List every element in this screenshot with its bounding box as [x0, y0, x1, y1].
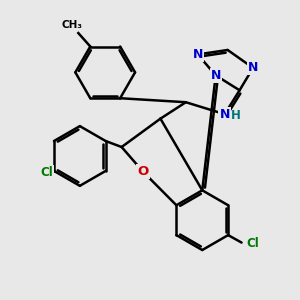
Text: N: N: [193, 48, 203, 61]
Text: CH₃: CH₃: [61, 20, 82, 30]
Text: O: O: [137, 165, 149, 178]
Text: Cl: Cl: [40, 166, 53, 179]
Text: N: N: [248, 61, 258, 74]
Text: H: H: [231, 109, 241, 122]
Text: Cl: Cl: [246, 237, 259, 250]
Text: N: N: [211, 69, 221, 82]
Text: N: N: [220, 108, 230, 121]
